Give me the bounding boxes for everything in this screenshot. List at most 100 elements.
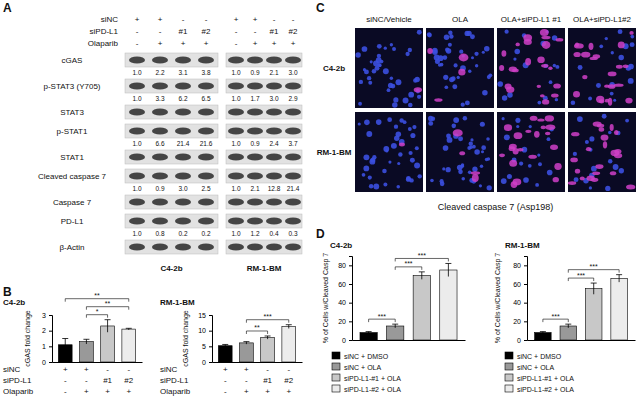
condition-symbol: #2 — [284, 376, 293, 385]
blot-band — [247, 127, 263, 134]
nucleus — [396, 131, 402, 137]
blot-band — [285, 172, 301, 179]
stained-cell — [595, 164, 603, 169]
stained-cell — [545, 115, 554, 121]
condition-label: Olaparib — [160, 387, 191, 396]
quant-value: 0.3 — [288, 230, 297, 237]
bar — [80, 342, 94, 362]
header-symbol: - — [159, 27, 162, 36]
bar-chart: RM-1-BM% of Cells w/Cleaved Casp 7020406… — [494, 241, 636, 393]
stained-cell — [625, 98, 632, 104]
quant-value: 0.2 — [178, 230, 187, 237]
stained-cell — [459, 54, 469, 62]
blot-row-label: p-STAT3 (Y705) — [43, 82, 100, 91]
nucleus — [619, 168, 624, 173]
error-bar — [83, 339, 89, 344]
quant-value: 1.0 — [231, 230, 240, 237]
nucleus — [482, 51, 485, 54]
quant-value: 21.6 — [200, 140, 213, 147]
blot-band — [228, 172, 244, 179]
nucleus — [393, 97, 398, 102]
blot-band — [228, 108, 244, 115]
header-label: siNC — [101, 15, 119, 24]
nucleus — [390, 77, 393, 80]
y-axis: 051015 — [198, 312, 212, 366]
quant-value: 1.0 — [132, 140, 141, 147]
condition-label: siPD-L1 — [3, 376, 32, 385]
nucleus — [403, 98, 409, 104]
quant-value: 21.4 — [177, 140, 190, 147]
condition-symbol: + — [244, 387, 249, 396]
blot-strip — [226, 150, 302, 164]
nucleus — [406, 177, 411, 182]
y-tick-label: 2 — [42, 327, 46, 334]
blot-strip — [125, 240, 218, 254]
blot-band — [285, 243, 301, 250]
blot-band — [175, 172, 191, 179]
nucleus — [390, 43, 393, 46]
stained-cell — [509, 160, 517, 167]
blot-row-label: STAT3 — [60, 108, 84, 117]
stained-cell — [501, 50, 506, 56]
blot-band — [175, 153, 191, 160]
nucleus — [358, 122, 361, 125]
stained-cell — [458, 69, 465, 76]
nucleus — [427, 33, 432, 38]
stained-cell — [571, 132, 579, 136]
blot-band — [247, 108, 263, 115]
header-symbol: + — [158, 15, 163, 24]
stained-cell — [525, 58, 531, 66]
bars — [360, 263, 457, 340]
nucleus — [625, 119, 629, 123]
nucleus — [394, 124, 398, 128]
nucleus — [417, 30, 422, 35]
nucleus — [358, 102, 362, 106]
stained-cell — [623, 64, 629, 68]
nucleus — [608, 159, 612, 163]
stained-cell — [504, 124, 512, 131]
y-axis-title: cGAS fold change — [24, 310, 32, 367]
legend: siNC + DMSOsiNC + OLAsiPD-L1-#1 + OLAsiP… — [332, 352, 401, 393]
nucleus — [434, 55, 440, 61]
blot-band — [198, 198, 214, 205]
blot-strip — [226, 169, 302, 183]
legend-label: siNC + OLA — [344, 364, 381, 371]
stained-cell — [582, 75, 587, 79]
y-tick: 5 — [202, 343, 212, 350]
nucleus — [444, 34, 449, 39]
y-tick-mark — [524, 284, 527, 285]
y-tick: 0 — [202, 359, 212, 366]
blot-band — [175, 243, 191, 250]
legend-label: siPD-L1-#1 + OLA — [517, 375, 574, 382]
error-bar — [366, 332, 372, 334]
blot-band — [129, 153, 145, 160]
blot-band — [266, 243, 282, 250]
nucleus — [377, 44, 382, 49]
stained-cell — [505, 83, 512, 89]
legend-swatch — [332, 374, 340, 381]
nucleus — [378, 64, 381, 67]
nucleus — [474, 52, 478, 56]
stained-cell — [618, 41, 625, 48]
y-tick: 0 — [342, 337, 352, 344]
condition-symbol: #1 — [103, 376, 112, 385]
nucleus — [449, 34, 453, 38]
bar — [413, 276, 430, 340]
cell-line-label: RM-1-BM — [247, 264, 282, 273]
panel-label: C — [316, 1, 325, 15]
nucleus — [447, 137, 453, 143]
y-tick: 80 — [513, 262, 527, 269]
y-axis-line — [209, 316, 213, 363]
nucleus — [364, 120, 370, 126]
condition-symbol: + — [105, 387, 110, 396]
nucleus — [613, 164, 619, 170]
nucleus — [507, 174, 512, 179]
nucleus — [578, 65, 583, 70]
y-tick-label: 0 — [202, 359, 206, 366]
blot-strip — [226, 79, 302, 93]
nucleus — [469, 142, 473, 146]
y-tick-mark — [349, 303, 352, 304]
row-label: C4-2b — [323, 64, 345, 73]
nucleus — [454, 63, 458, 67]
stained-cell — [541, 126, 547, 130]
